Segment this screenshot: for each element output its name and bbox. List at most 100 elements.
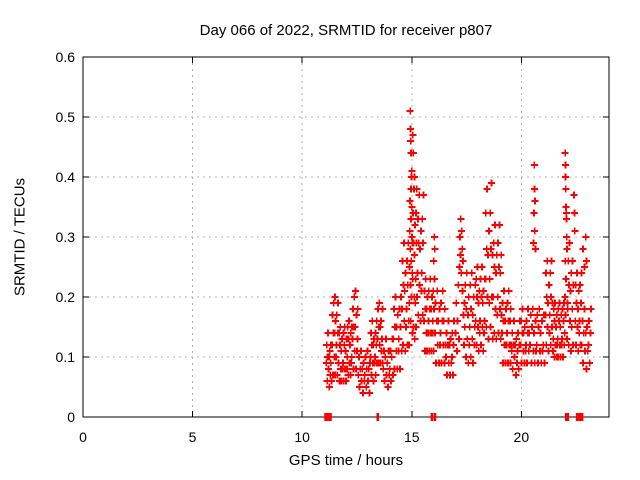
data-point (345, 340, 355, 350)
data-point (405, 196, 415, 206)
data-point (514, 364, 524, 374)
data-point (530, 244, 540, 254)
data-point (559, 316, 568, 326)
data-point (456, 214, 466, 224)
data-point (522, 316, 531, 326)
data-point (495, 268, 505, 278)
data-point (503, 298, 512, 308)
data-point (353, 304, 363, 314)
data-point (457, 244, 467, 254)
data-point (393, 310, 403, 320)
data-point (487, 178, 496, 188)
data-point (459, 298, 469, 308)
data-point (378, 364, 388, 374)
data-point (530, 184, 539, 194)
data-point (496, 250, 506, 260)
data-point (371, 370, 381, 380)
data-point (453, 280, 463, 290)
data-point (406, 136, 416, 146)
data-point (360, 370, 370, 380)
data-point (536, 328, 546, 338)
data-point (479, 286, 489, 296)
data-point (530, 196, 540, 206)
data-point (578, 358, 588, 368)
data-point (565, 238, 574, 248)
y-axis-label: SRMTID / TECUs (11, 177, 29, 297)
data-point (511, 370, 521, 380)
data-point (530, 226, 540, 236)
data-point (560, 148, 570, 158)
data-point (477, 292, 486, 302)
data-point (363, 346, 372, 356)
zero-marker (566, 413, 570, 421)
data-point (438, 286, 448, 296)
y-tick-label: 0.3 (56, 229, 76, 245)
data-point (396, 292, 406, 302)
data-point (381, 334, 391, 344)
data-point (375, 322, 385, 332)
data-point (407, 232, 417, 242)
data-point (376, 316, 386, 326)
axes (82, 56, 610, 418)
data-point (324, 364, 333, 374)
data-point (456, 250, 465, 260)
data-point (484, 226, 494, 236)
data-point (406, 256, 416, 266)
data-point (430, 244, 440, 254)
data-point (359, 358, 368, 368)
data-point (374, 298, 384, 308)
data-point (365, 388, 374, 398)
data-point (493, 292, 503, 302)
data-point (495, 220, 504, 230)
x-tick-label: 20 (514, 429, 530, 445)
data-point (570, 226, 580, 236)
data-point (566, 286, 575, 296)
data-point (358, 388, 368, 398)
data-point (436, 298, 446, 308)
chart-title: Day 066 of 2022, SRMTID for receiver p80… (199, 22, 493, 39)
data-point (327, 376, 336, 386)
zero-marker (575, 413, 584, 421)
data-point (562, 214, 571, 224)
data-point (495, 304, 505, 314)
data-point (377, 304, 387, 314)
zero-markers (324, 413, 584, 421)
x-tick-label: 10 (294, 429, 310, 445)
data-point (561, 172, 571, 182)
data-point (470, 280, 480, 290)
data-point (529, 160, 539, 170)
data-point (415, 280, 425, 290)
data-point (532, 340, 542, 350)
data-point (546, 292, 556, 302)
data-point (586, 304, 596, 314)
data-point (468, 310, 478, 320)
data-point (585, 328, 595, 338)
data-point (520, 322, 530, 332)
data-point (429, 232, 439, 242)
data-point (416, 226, 426, 236)
data-point (453, 316, 462, 326)
data-point (585, 358, 595, 368)
data-point (582, 256, 591, 266)
data-point (529, 208, 539, 218)
x-tick-label: 5 (189, 429, 197, 445)
data-point (352, 334, 362, 344)
data-point (532, 310, 542, 320)
data-point (354, 352, 364, 362)
data-point (504, 286, 514, 296)
data-point (560, 328, 570, 338)
data-point (569, 190, 579, 200)
data-point (401, 322, 411, 332)
tick-labels: 0 5 10 15 20 0 0.1 0.2 0.3 0.4 0.5 0.6 (56, 49, 530, 445)
data-point (418, 238, 428, 248)
data-point (573, 346, 583, 356)
data-point (370, 328, 380, 338)
data-point (446, 334, 455, 344)
data-point (476, 340, 486, 350)
data-point (338, 328, 348, 338)
data-point (580, 304, 589, 314)
x-tick-label: 0 (79, 429, 87, 445)
data-point (383, 382, 393, 392)
data-point (333, 298, 343, 308)
